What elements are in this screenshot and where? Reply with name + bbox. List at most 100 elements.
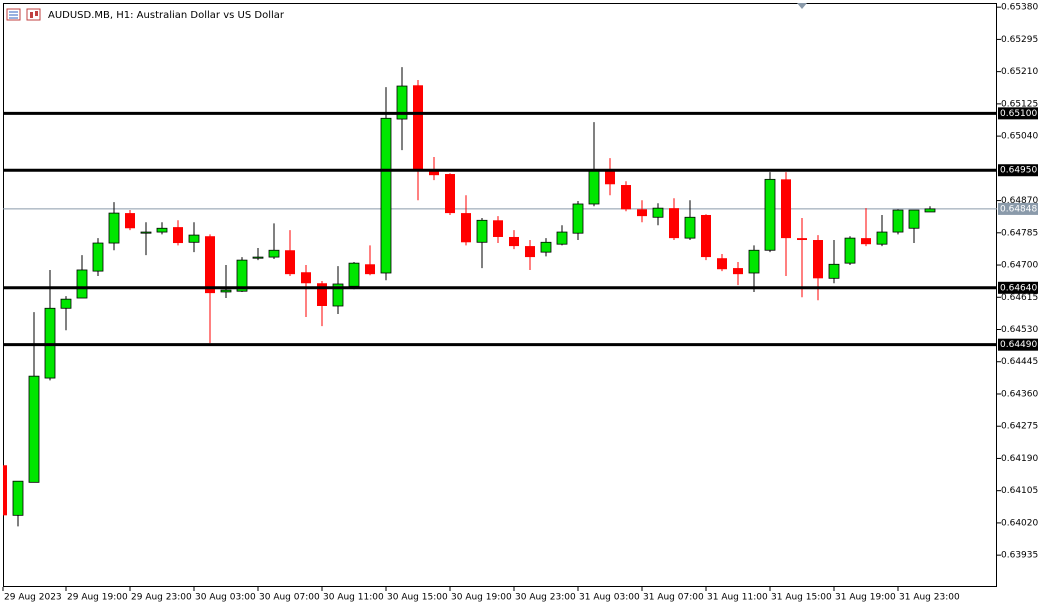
candle-body — [797, 238, 807, 241]
candle-body — [365, 264, 375, 275]
candle-body — [844, 237, 856, 264]
level-label: 0.64490 — [1000, 340, 1037, 350]
candle-body — [781, 179, 791, 239]
price-label: 0.64848 — [1000, 204, 1037, 214]
y-tick-label: 0.64530 — [1001, 325, 1038, 335]
level-label: 0.65100 — [1000, 109, 1037, 119]
candle-body — [556, 231, 568, 245]
y-tick-label: 0.65295 — [1001, 35, 1038, 45]
candle-body — [348, 262, 360, 287]
candle-body — [525, 246, 535, 258]
candle-body — [12, 480, 24, 516]
x-tick-label: 31 Aug 15:00 — [771, 593, 832, 603]
candle-body — [236, 259, 248, 292]
level-label: 0.64640 — [1000, 283, 1037, 293]
x-tick-label: 31 Aug 07:00 — [643, 593, 704, 603]
candle-body — [717, 258, 727, 270]
candle-body — [876, 231, 888, 245]
candle-body — [748, 249, 760, 274]
y-tick-label: 0.64615 — [1001, 293, 1038, 303]
title-icons — [6, 8, 41, 21]
level-label-box — [998, 107, 1038, 120]
candle-body — [764, 178, 776, 251]
candle-body — [652, 207, 664, 218]
icon-bar — [35, 11, 38, 16]
candle-body — [220, 289, 232, 293]
candle-body — [621, 185, 631, 210]
candle-body — [701, 214, 711, 258]
candle-body — [285, 250, 295, 275]
candle-body — [429, 170, 439, 176]
y-tick-label: 0.64190 — [1001, 454, 1038, 464]
y-tick-label: 0.64700 — [1001, 261, 1038, 271]
candle-body — [92, 242, 104, 272]
x-tick-label: 30 Aug 15:00 — [387, 593, 448, 603]
x-tick-label: 30 Aug 23:00 — [515, 593, 576, 603]
candle-body — [669, 208, 679, 239]
x-tick-label: 30 Aug 03:00 — [195, 593, 256, 603]
candle-body — [861, 238, 871, 245]
candle-body — [572, 203, 584, 234]
candle-body — [380, 117, 392, 274]
y-tick-label: 0.63935 — [1001, 551, 1038, 561]
candle-body — [924, 208, 936, 213]
candle-body — [125, 213, 135, 229]
plot-area — [3, 67, 997, 527]
y-tick-label: 0.64020 — [1001, 518, 1038, 528]
candle-body — [173, 227, 183, 244]
candle-body — [828, 263, 840, 279]
candle-body — [605, 170, 615, 185]
y-tick-label: 0.64870 — [1001, 196, 1038, 206]
candle-body — [493, 220, 503, 237]
y-tick-label: 0.65210 — [1001, 67, 1038, 77]
y-tick-label: 0.64105 — [1001, 486, 1038, 496]
level-label-box — [998, 164, 1038, 177]
icon — [26, 8, 41, 21]
candle-body — [156, 227, 168, 233]
candle-body — [461, 213, 471, 243]
candle-body — [317, 283, 327, 306]
candle-body — [588, 170, 600, 205]
candle-body — [205, 236, 215, 294]
level-label-box — [998, 281, 1038, 294]
x-tick-label: 31 Aug 11:00 — [707, 593, 768, 603]
candle-body — [301, 272, 311, 284]
candle-body — [140, 231, 152, 234]
y-tick-label: 0.65125 — [1001, 99, 1038, 109]
candle-body — [892, 209, 904, 233]
candle-body — [268, 249, 280, 258]
y-tick-label: 0.64445 — [1001, 357, 1038, 367]
candle-body — [445, 174, 455, 214]
x-tick-label: 29 Aug 19:00 — [67, 593, 128, 603]
x-tick-label: 30 Aug 19:00 — [451, 593, 512, 603]
candle-body — [396, 85, 408, 120]
y-tick-label: 0.65040 — [1001, 132, 1038, 142]
candle-body — [60, 298, 72, 309]
candle-body — [28, 375, 40, 483]
candle-body — [3, 465, 7, 516]
x-tick-label: 29 Aug 23:00 — [131, 593, 192, 603]
x-tick-label: 29 Aug 2023 — [4, 593, 62, 603]
candle-body — [413, 85, 423, 171]
candle-body — [813, 240, 823, 279]
x-tick-label: 30 Aug 07:00 — [259, 593, 320, 603]
candle-body — [476, 219, 488, 243]
y-tick-label: 0.64360 — [1001, 389, 1038, 399]
plot-frame — [3, 3, 997, 587]
level-label-box — [998, 338, 1038, 351]
candle-body — [684, 216, 696, 239]
y-tick-label: 0.64275 — [1001, 422, 1038, 432]
candle-body — [540, 241, 552, 253]
candle-body — [76, 269, 88, 299]
x-tick-label: 31 Aug 19:00 — [835, 593, 896, 603]
candle-body — [733, 268, 743, 275]
shift-marker — [797, 3, 807, 9]
x-tick-label: 31 Aug 23:00 — [899, 593, 960, 603]
y-tick-label: 0.64785 — [1001, 228, 1038, 238]
chart-title: AUDUSD.MB, H1: Australian Dollar vs US D… — [48, 10, 285, 21]
level-label: 0.64950 — [1000, 166, 1037, 176]
candle-body — [108, 212, 120, 244]
candle-body — [252, 256, 264, 259]
